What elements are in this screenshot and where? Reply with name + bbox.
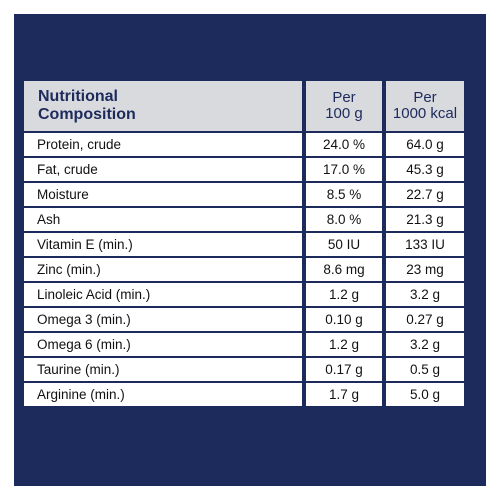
header-per-100g: Per 100 g	[302, 81, 384, 133]
value-per-100g: 0.10 g	[302, 307, 384, 333]
value-per-1000kcal: 133 IU	[382, 232, 464, 258]
table-row: Moisture 8.5 % 22.7 g	[24, 182, 464, 208]
value-per-100g: 1.2 g	[302, 332, 384, 358]
header-col2-line-1: Per	[413, 89, 437, 106]
nutrition-table: Nutritional Composition Per 100 g Per 10…	[24, 81, 464, 408]
nutrient-name: Arginine (min.)	[24, 382, 304, 408]
nutrient-name: Omega 6 (min.)	[24, 332, 304, 358]
value-per-100g: 17.0 %	[302, 157, 384, 183]
value-per-1000kcal: 3.2 g	[382, 332, 464, 358]
value-per-100g: 8.0 %	[302, 207, 384, 233]
nutrient-name: Protein, crude	[24, 132, 304, 158]
value-per-100g: 24.0 %	[302, 132, 384, 158]
header-col2-line-2: 1000 kcal	[392, 105, 458, 122]
table-row: Ash 8.0 % 21.3 g	[24, 207, 464, 233]
table-row: Taurine (min.) 0.17 g 0.5 g	[24, 357, 464, 383]
nutrient-name: Taurine (min.)	[24, 357, 304, 383]
table-row: Omega 6 (min.) 1.2 g 3.2 g	[24, 332, 464, 358]
table-row: Fat, crude 17.0 % 45.3 g	[24, 157, 464, 183]
header-title-line-2: Composition	[38, 106, 136, 123]
value-per-1000kcal: 45.3 g	[382, 157, 464, 183]
table-row: Zinc (min.) 8.6 mg 23 mg	[24, 257, 464, 283]
value-per-100g: 1.7 g	[302, 382, 384, 408]
header-col1-line-1: Per	[332, 89, 356, 106]
table-header-row: Nutritional Composition Per 100 g Per 10…	[24, 81, 464, 133]
nutrient-name: Vitamin E (min.)	[24, 232, 304, 258]
header-title-line-1: Nutritional	[38, 88, 118, 105]
nutrient-name: Linoleic Acid (min.)	[24, 282, 304, 308]
value-per-100g: 50 IU	[302, 232, 384, 258]
table-row: Linoleic Acid (min.) 1.2 g 3.2 g	[24, 282, 464, 308]
value-per-1000kcal: 64.0 g	[382, 132, 464, 158]
header-nutritional-composition: Nutritional Composition	[24, 81, 304, 133]
value-per-100g: 8.6 mg	[302, 257, 384, 283]
table-row: Omega 3 (min.) 0.10 g 0.27 g	[24, 307, 464, 333]
value-per-100g: 0.17 g	[302, 357, 384, 383]
value-per-1000kcal: 0.27 g	[382, 307, 464, 333]
nutrient-name: Moisture	[24, 182, 304, 208]
value-per-1000kcal: 5.0 g	[382, 382, 464, 408]
value-per-1000kcal: 23 mg	[382, 257, 464, 283]
value-per-1000kcal: 3.2 g	[382, 282, 464, 308]
table-row: Vitamin E (min.) 50 IU 133 IU	[24, 232, 464, 258]
nutrient-name: Fat, crude	[24, 157, 304, 183]
nutrient-name: Ash	[24, 207, 304, 233]
nutrient-name: Omega 3 (min.)	[24, 307, 304, 333]
value-per-1000kcal: 22.7 g	[382, 182, 464, 208]
header-col1-line-2: 100 g	[325, 105, 363, 122]
table-row: Protein, crude 24.0 % 64.0 g	[24, 132, 464, 158]
value-per-1000kcal: 0.5 g	[382, 357, 464, 383]
value-per-100g: 8.5 %	[302, 182, 384, 208]
value-per-100g: 1.2 g	[302, 282, 384, 308]
value-per-1000kcal: 21.3 g	[382, 207, 464, 233]
nutrient-name: Zinc (min.)	[24, 257, 304, 283]
table-row: Arginine (min.) 1.7 g 5.0 g	[24, 382, 464, 408]
header-per-1000kcal: Per 1000 kcal	[382, 81, 464, 133]
